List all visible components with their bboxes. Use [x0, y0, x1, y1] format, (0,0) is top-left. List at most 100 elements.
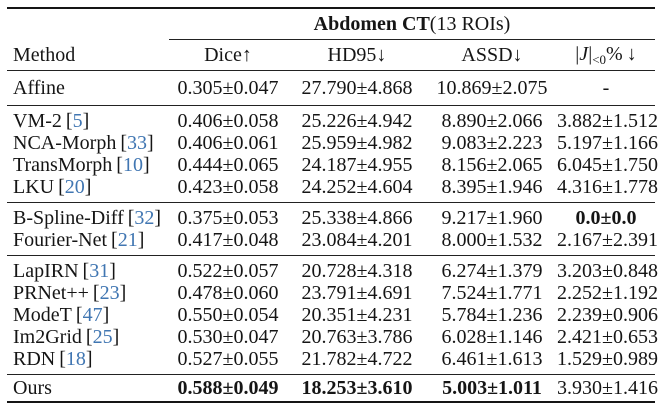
table-row: LKU [20] 0.423±0.058 24.252±4.604 8.395±1…	[7, 175, 658, 198]
cite-bracket-close: ]	[102, 303, 110, 326]
table-row: B-Spline-Diff [32] 0.375±0.053 25.338±4.8…	[7, 207, 655, 229]
method-name: LKU	[13, 175, 55, 198]
assd-cell: 9.083±2.223	[441, 131, 543, 154]
method-name: NCA-Morph	[13, 131, 117, 154]
hd95-cell: 25.226±4.942	[301, 109, 413, 132]
table-group: VM-2 [5] 0.406±0.058 25.226±4.942 8.890±2…	[7, 106, 658, 203]
method-cell: NCA-Morph [33]	[7, 132, 169, 155]
cite-bracket-close: ]	[82, 109, 90, 132]
jacobian-cell: 2.167±2.391	[557, 228, 658, 251]
jacobian-cell: 2.252±1.192	[557, 281, 658, 304]
table-row: LapIRN [31] 0.522±0.057 20.728±4.318 6.27…	[7, 259, 658, 282]
column-header-hd95: HD95↓	[327, 43, 387, 66]
table-group: B-Spline-Diff [32] 0.375±0.053 25.338±4.8…	[7, 203, 658, 256]
table-title-normal: (13 ROIs)	[429, 12, 511, 35]
citation-link[interactable]: 25	[92, 325, 113, 348]
cite-bracket-close: ]	[142, 153, 150, 176]
dice-cell: 0.406±0.061	[177, 131, 279, 154]
hd95-cell: 27.790±4.868	[301, 76, 413, 99]
method-name: VM-2	[13, 109, 62, 132]
dice-cell: 0.444±0.065	[177, 153, 279, 176]
cite-bracket-close: ]	[154, 206, 162, 229]
method-cell: ModeT [47]	[7, 304, 169, 327]
assd-cell: 8.000±1.532	[441, 228, 543, 251]
cite-bracket-open: [	[120, 131, 128, 154]
table-row: Fourier-Net [21] 0.417±0.048 23.084±4.201…	[7, 228, 658, 251]
jacobian-cell: 2.421±0.653	[557, 325, 658, 348]
dice-cell: 0.406±0.058	[177, 109, 279, 132]
method-cell: Ours	[13, 376, 52, 399]
cite-bracket-close: ]	[84, 175, 92, 198]
hd95-cell: 21.782±4.722	[301, 347, 413, 370]
top-rule	[7, 7, 655, 9]
cite-bracket-close: ]	[137, 228, 145, 251]
method-name: LapIRN	[13, 259, 79, 282]
cite-bracket-close: ]	[147, 131, 154, 154]
cite-bracket-open: [	[75, 303, 83, 326]
column-header-assd: ASSD↓	[461, 43, 523, 66]
table-row: Im2Grid [25] 0.530±0.047 20.763±3.786 6.0…	[7, 325, 658, 349]
table-title-bold: Abdomen CT	[313, 12, 430, 35]
table-group: LapIRN [31] 0.522±0.057 20.728±4.318 6.27…	[7, 256, 658, 375]
jac-J: J	[579, 42, 589, 65]
method-name: PRNet++	[13, 281, 89, 304]
cite-bracket-open: [	[58, 175, 65, 198]
table-row-ours: Ours 0.588±0.049 18.253±3.610 5.003±1.01…	[7, 375, 658, 401]
citation-link[interactable]: 23	[99, 281, 120, 304]
citation-link[interactable]: 18	[65, 347, 86, 370]
cite-bracket-close: ]	[119, 281, 127, 304]
table-row: RDN [18] 0.527±0.055 21.782±4.722 6.461±1…	[7, 347, 658, 370]
hd95-cell: 24.187±4.955	[301, 153, 413, 176]
citation-link[interactable]: 10	[122, 153, 143, 176]
assd-cell: 8.156±2.065	[441, 153, 543, 176]
method-cell: PRNet++ [23]	[7, 282, 169, 305]
jac-percent: %	[606, 42, 623, 65]
table-row: NCA-Morph [33] 0.406±0.061 25.959±4.982 9…	[7, 131, 658, 155]
assd-cell: 9.217±1.960	[441, 206, 543, 229]
jacobian-cell: 1.529±0.989	[557, 347, 658, 370]
table-row: VM-2 [5] 0.406±0.058 25.226±4.942 8.890±2…	[7, 109, 658, 133]
jacobian-cell: 2.239±0.906	[557, 303, 658, 326]
assd-cell: 6.028±1.146	[441, 325, 543, 348]
method-name: Im2Grid	[13, 325, 82, 348]
jacobian-cell: 3.203±0.848	[557, 259, 658, 282]
hd95-cell: 25.338±4.866	[301, 206, 413, 229]
method-cell: VM-2 [5]	[7, 110, 169, 133]
assd-cell: 5.003±1.011	[442, 376, 542, 399]
citation-link[interactable]: 47	[82, 303, 103, 326]
assd-cell: 10.869±2.075	[436, 76, 548, 99]
method-name: TransMorph	[13, 153, 113, 176]
assd-cell: 6.461±1.613	[441, 347, 543, 370]
citation-link[interactable]: 20	[64, 175, 85, 198]
jacobian-cell: 3.882±1.512	[557, 109, 658, 132]
method-cell: Affine	[13, 76, 65, 99]
column-header-jacobian: |J|<0% ↓	[557, 43, 655, 68]
assd-cell: 8.890±2.066	[441, 109, 543, 132]
hd95-cell: 20.351±4.231	[301, 303, 413, 326]
jacobian-cell: 6.045±1.750	[557, 153, 658, 176]
table-title-row: Abdomen CT (13 ROIs)	[7, 9, 655, 40]
jacobian-cell: -	[602, 76, 610, 99]
dice-cell: 0.375±0.053	[177, 206, 279, 229]
citation-link[interactable]: 5	[72, 109, 83, 132]
table-row: ModeT [47] 0.550±0.054 20.351±4.231 5.784…	[7, 303, 658, 327]
method-name: Fourier-Net	[13, 228, 108, 251]
cite-bracket-open: [	[116, 153, 123, 176]
citation-link[interactable]: 33	[127, 131, 148, 154]
citation-link[interactable]: 32	[134, 206, 155, 229]
cite-bracket-open: [	[127, 206, 135, 229]
jacobian-cell: 4.316±1.778	[557, 175, 658, 198]
column-header-method: Method	[13, 43, 76, 66]
table-row: PRNet++ [23] 0.478±0.060 23.791±4.691 7.5…	[7, 281, 658, 305]
hd95-cell: 20.763±3.786	[301, 325, 413, 348]
citation-link[interactable]: 21	[117, 228, 138, 251]
method-cell: Im2Grid [25]	[7, 326, 169, 349]
jac-subscript: <0	[592, 51, 607, 67]
citation-link[interactable]: 31	[89, 259, 110, 282]
method-name: ModeT	[13, 303, 72, 326]
down-arrow-icon: ↓	[626, 42, 637, 65]
table-row: TransMorph [10] 0.444±0.065 24.187±4.955 …	[7, 153, 658, 176]
hd95-cell: 20.728±4.318	[301, 259, 413, 282]
cite-bracket-open: [	[59, 347, 66, 370]
